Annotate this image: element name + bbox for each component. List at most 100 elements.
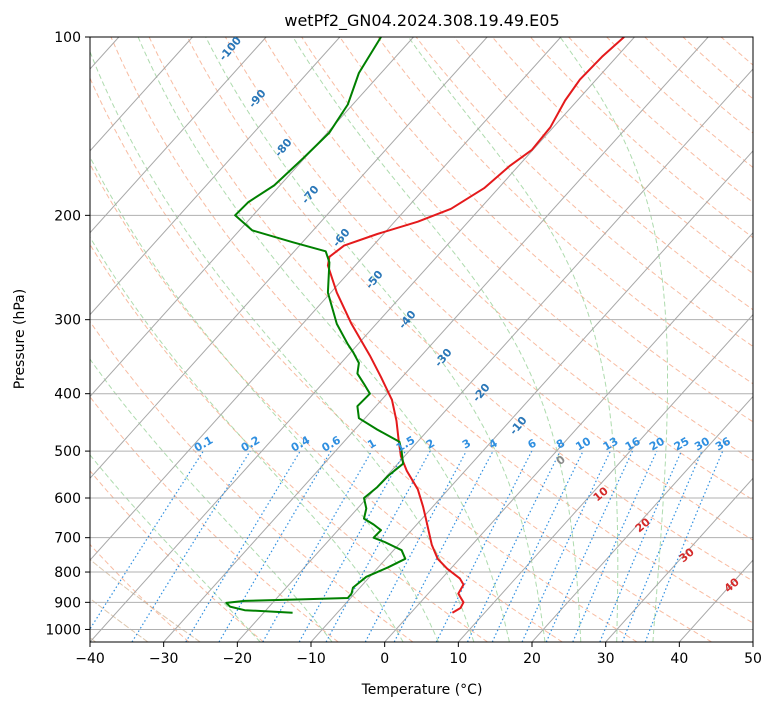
moist-adiabat [90,156,439,642]
chart-title: wetPf2_GN04.2024.308.19.49.E05 [284,11,559,31]
chart-labels: 0.1 0.2 0.4 0.6 1 1.5 2 3 4 6 8 10 13 16 20 25 30 36-100-… [192,34,742,595]
dry-adiabat [453,37,753,311]
dry-adiabat [110,37,712,642]
plot-frame [89,36,754,643]
mixing-ratio-line [621,450,703,642]
plot-area [90,37,753,642]
mixing-ratio-line [364,450,467,642]
dry-adiabat-label: -90 [246,87,269,111]
isotherm-line [90,37,414,398]
dry-adiabat [224,37,753,541]
y-axis-label: Pressure (hPa) [12,289,28,389]
y-axis: 100 200 300 400 500 600 700 800 900 1000 [45,30,90,638]
x-tick-label: −10 [296,651,326,667]
mixing-ratio-label: 1 [365,437,378,452]
moist-adiabat [559,37,668,642]
isotherm-line [310,150,753,642]
y-tick-label: 800 [54,565,81,581]
dry-adiabat [301,37,753,462]
x-tick-label: −30 [149,651,179,667]
mixing-ratio-label: 3 [460,437,473,452]
isotherm-line [90,37,635,642]
y-tick-label: 300 [54,313,81,329]
isotherm-line [678,559,753,642]
y-tick-label: 200 [54,208,81,224]
dry-adiabat [90,543,190,642]
dry-adiabat [720,37,753,66]
moist-adiabat-label: 30 [677,545,697,565]
isotherm-line [90,37,267,234]
y-tick-label: 700 [54,531,81,547]
isotherm-line [605,477,753,642]
y-tick-label: 400 [54,387,81,403]
dewpoint-profile-line [225,37,407,614]
x-axis: −40 −30 −20 −10 0 10 20 30 40 50 [75,642,762,667]
dry-adiabat-label: -30 [432,346,455,370]
moist-adiabat [90,358,333,642]
x-tick-label: 10 [449,651,467,667]
dry-adiabat [90,320,414,642]
x-tick-label: 0 [380,651,389,667]
mixing-ratio-label: 6 [525,436,538,451]
dry-adiabat [263,37,753,501]
mixing-ratio-line [572,450,658,642]
mixing-ratio-label: 4 [487,436,500,451]
x-tick-label: −20 [223,651,253,667]
mixing-ratio-line [298,450,406,642]
dry-adiabat [491,37,753,274]
dry-adiabat-label: -10 [507,414,530,438]
reference-curve [90,558,201,642]
isotherm-line [90,37,193,152]
x-axis-label: Temperature (°C) [361,682,483,698]
isotherm-line [90,37,488,480]
moist-adiabat [90,50,475,642]
isotherm-line [90,37,562,561]
y-tick-label: 100 [54,30,81,46]
dry-adiabat [644,37,753,134]
dry-adiabat [186,37,753,582]
dry-adiabat [415,37,753,348]
mixing-ratio-line [466,450,561,642]
mixing-ratio-line [491,450,584,642]
dry-adiabat-label: -50 [363,268,386,292]
x-tick-label: 20 [523,651,541,667]
mixing-ratio-line [644,450,724,642]
y-tick-label: 600 [54,491,81,507]
isotherm-line [236,68,753,642]
dry-adiabat [568,37,753,203]
mixing-ratio-line [325,450,431,642]
mixing-ratio-line [521,450,611,642]
isotherm-line [752,641,753,642]
dry-adiabat [90,470,264,642]
dry-adiabat [377,37,753,385]
mixing-ratio-line [185,450,301,642]
moist-adiabat-label: 20 [633,515,653,535]
isotherm-line [163,37,709,642]
moist-adiabat [137,37,510,642]
moist-adiabat [90,236,404,642]
mixing-ratio-line [90,450,204,631]
x-tick-label: 40 [670,651,688,667]
dry-adiabat [90,76,638,642]
mixing-ratio-line [262,450,373,642]
dry-adiabat-label: -70 [299,183,322,207]
dry-adiabat [682,37,753,100]
dry-adiabat [530,37,753,239]
x-tick-label: −40 [75,651,105,667]
dry-adiabat [90,163,563,642]
mixing-ratio-line [218,450,332,642]
moist-adiabat-label: 0 [554,453,568,468]
moist-adiabat-label: 10 [591,484,611,504]
x-tick-label: 30 [597,651,615,667]
y-tick-label: 1000 [45,622,81,638]
mixing-ratio-line [545,450,634,642]
mixing-ratio-label: 8 [554,437,567,452]
y-tick-label: 500 [54,444,81,460]
isotherm-line [531,395,753,642]
x-tick-label: 50 [744,651,762,667]
isotherm-line [90,37,341,316]
temperature-profile-line [326,37,625,614]
moist-adiabat [292,37,582,642]
mixing-ratio-line [599,450,682,642]
